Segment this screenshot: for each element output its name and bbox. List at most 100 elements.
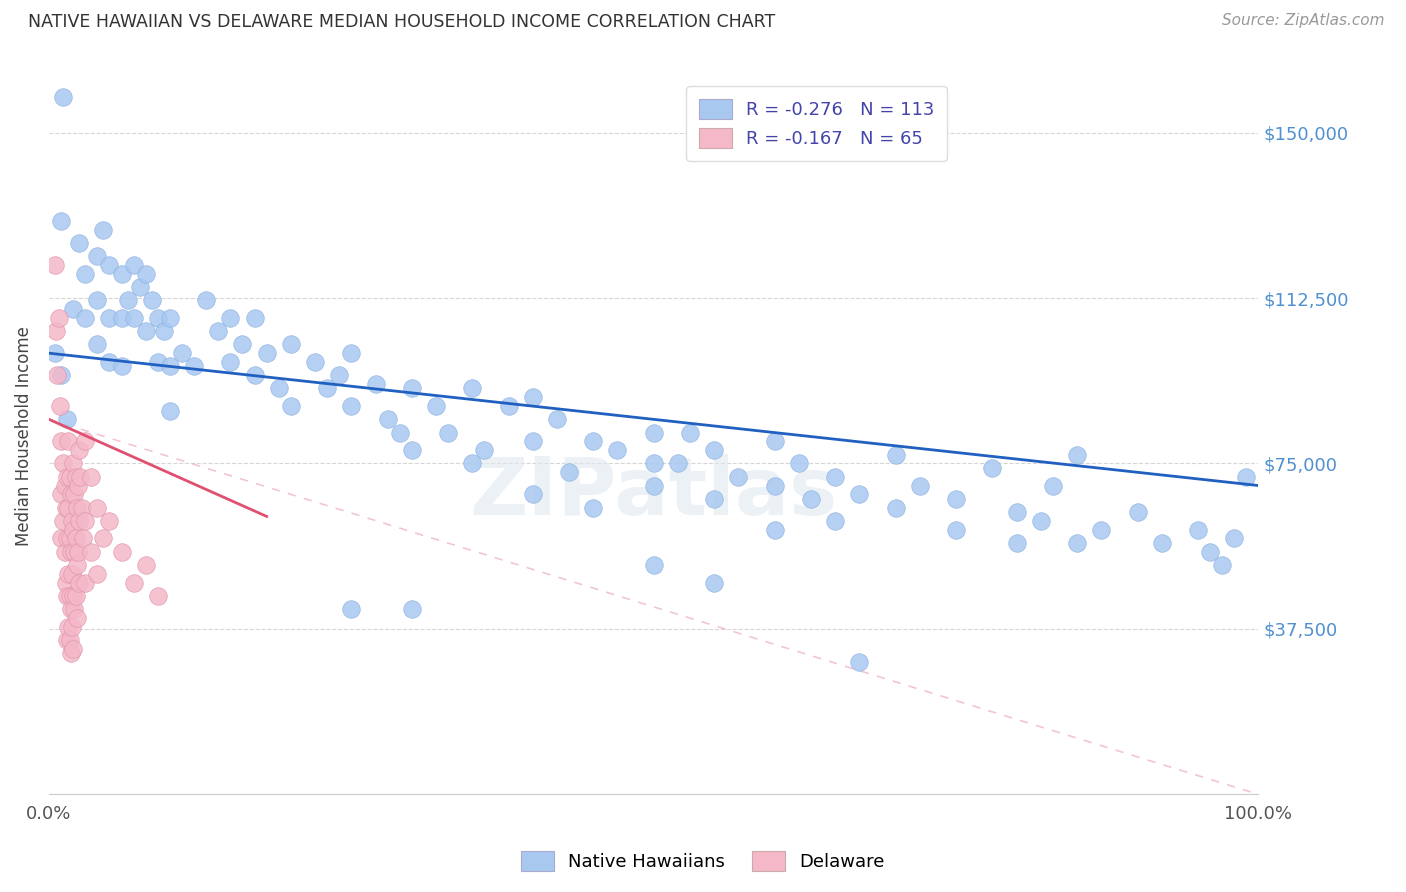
Point [219,355,242,369]
Point [522,487,544,501]
Point [425,399,447,413]
Point [280,399,302,413]
Point [908,478,931,492]
Point [93,222,115,236]
Point [98,310,121,325]
Point [800,491,823,506]
Point [58,620,80,634]
Point [1042,478,1064,492]
Point [1126,505,1149,519]
Point [80,469,103,483]
Point [401,443,423,458]
Point [86,249,108,263]
Text: NATIVE HAWAIIAN VS DELAWARE MEDIAN HOUSEHOLD INCOME CORRELATION CHART: NATIVE HAWAIIAN VS DELAWARE MEDIAN HOUSE… [28,13,775,31]
Point [170,346,193,360]
Point [643,457,665,471]
Point [67,235,90,250]
Point [824,514,846,528]
Point [86,500,108,515]
Point [159,310,181,325]
Point [763,523,786,537]
Point [53,478,76,492]
Point [153,324,176,338]
Point [401,602,423,616]
Point [65,469,87,483]
Point [763,434,786,449]
Point [56,412,79,426]
Point [388,425,411,440]
Point [117,293,139,308]
Point [86,337,108,351]
Point [437,425,460,440]
Point [643,478,665,492]
Point [146,310,169,325]
Point [1029,514,1052,528]
Point [1211,558,1233,572]
Point [86,566,108,581]
Point [666,457,689,471]
Point [981,461,1004,475]
Point [63,487,86,501]
Point [703,575,725,590]
Point [207,324,229,338]
Point [1187,523,1209,537]
Point [67,443,90,458]
Point [60,620,83,634]
Point [62,641,84,656]
Point [703,443,725,458]
Point [67,575,90,590]
Point [1223,532,1246,546]
Point [848,487,870,501]
Point [703,491,725,506]
Point [679,425,702,440]
Point [304,355,326,369]
Point [56,469,79,483]
Point [98,514,121,528]
Point [58,632,80,647]
Point [60,514,83,528]
Point [59,487,82,501]
Legend: Native Hawaiians, Delaware: Native Hawaiians, Delaware [515,844,891,879]
Point [110,310,132,325]
Point [606,443,628,458]
Point [58,566,80,581]
Point [66,545,89,559]
Point [135,324,157,338]
Text: Source: ZipAtlas.com: Source: ZipAtlas.com [1222,13,1385,29]
Point [256,346,278,360]
Point [340,602,363,616]
Point [945,523,967,537]
Point [58,532,80,546]
Point [141,293,163,308]
Point [49,399,72,413]
Point [498,399,520,413]
Point [340,346,363,360]
Point [75,575,97,590]
Point [56,632,79,647]
Point [643,425,665,440]
Point [945,491,967,506]
Point [522,390,544,404]
Point [243,310,266,325]
Point [280,337,302,351]
Point [1005,536,1028,550]
Point [66,500,89,515]
Point [316,382,339,396]
Legend: R = -0.276   N = 113, R = -0.167   N = 65: R = -0.276 N = 113, R = -0.167 N = 65 [686,87,948,161]
Point [1005,505,1028,519]
Point [110,359,132,374]
Point [56,589,79,603]
Point [49,487,72,501]
Point [328,368,350,383]
Point [69,469,91,483]
Point [65,589,87,603]
Point [159,359,181,374]
Point [62,523,84,537]
Point [474,443,496,458]
Point [1150,536,1173,550]
Point [377,412,399,426]
Point [58,469,80,483]
Point [364,377,387,392]
Point [75,267,97,281]
Point [267,382,290,396]
